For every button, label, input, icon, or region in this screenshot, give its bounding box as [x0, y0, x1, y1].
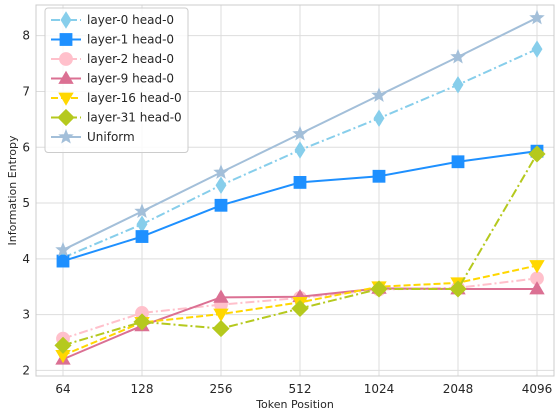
legend-marker: [58, 70, 74, 84]
data-point: [450, 48, 466, 64]
x-axis-label: Token Position: [255, 398, 334, 411]
y-tick-label: 4: [22, 252, 30, 266]
y-tick-label: 3: [22, 308, 30, 322]
legend-label: layer-31 head-0: [87, 111, 182, 125]
legend: layer-0 head-0 layer-1 head-0 layer-2 head…: [44, 7, 189, 153]
legend-label: Uniform: [87, 130, 135, 144]
legend-marker: [57, 108, 75, 127]
legend-item: layer-1 head-0: [51, 33, 174, 47]
data-point: [213, 289, 229, 303]
data-point: [214, 198, 228, 212]
y-axis-ticks: 2 3 4 5 6 7 8: [22, 29, 30, 378]
x-tick-label: 512: [289, 382, 312, 396]
data-point: [531, 40, 543, 58]
legend-item: layer-9 head-0: [51, 70, 174, 86]
legend-item: layer-16 head-0: [51, 91, 182, 106]
data-point: [135, 230, 149, 243]
data-point: [370, 280, 388, 298]
data-point: [449, 280, 467, 298]
data-point: [529, 9, 545, 25]
data-point: [213, 308, 229, 322]
x-axis-ticks: 64 128 256 512 1024 2048 4096: [55, 382, 552, 396]
data-point: [215, 176, 227, 194]
y-tick-label: 8: [22, 29, 30, 43]
data-point: [136, 215, 148, 234]
data-point: [292, 125, 308, 141]
data-point: [371, 87, 387, 102]
x-tick-label: 128: [131, 382, 154, 396]
legend-marker: [58, 92, 74, 106]
data-point: [56, 254, 70, 268]
series-layer-31-head-0: [54, 145, 546, 354]
x-tick-label: 2048: [443, 382, 474, 396]
data-point: [372, 169, 386, 183]
legend-label: layer-0 head-0: [87, 13, 174, 27]
legend-item: layer-0 head-0: [51, 11, 174, 29]
data-point: [133, 313, 151, 331]
legend-marker: [58, 128, 74, 144]
data-point: [452, 76, 464, 94]
y-tick-label: 7: [22, 84, 30, 98]
x-tick-label: 4096: [522, 382, 553, 396]
data-point: [529, 260, 545, 274]
y-tick-label: 5: [22, 196, 30, 210]
legend-label: layer-2 head-0: [87, 52, 174, 66]
data-point: [134, 203, 150, 218]
data-point: [529, 281, 545, 295]
y-tick-label: 6: [22, 140, 30, 154]
legend-marker: [59, 52, 73, 66]
legend-item: layer-2 head-0: [51, 52, 174, 66]
data-point: [451, 155, 465, 169]
series-Uniform: [55, 9, 545, 257]
x-tick-label: 1024: [364, 382, 395, 396]
legend-label: layer-9 head-0: [87, 72, 174, 86]
legend-item: Uniform: [51, 128, 135, 144]
data-point: [528, 145, 546, 163]
series-layer-1-head-0: [56, 144, 544, 268]
data-point: [213, 164, 229, 179]
data-point: [373, 109, 385, 128]
x-tick-label: 64: [55, 382, 70, 396]
legend-label: layer-16 head-0: [87, 91, 182, 105]
series-layer: [54, 9, 546, 365]
data-point: [291, 299, 309, 318]
legend-box: [44, 7, 189, 153]
y-axis-label: Information Entropy: [6, 135, 19, 245]
legend-marker: [60, 11, 72, 29]
data-point: [294, 141, 306, 159]
legend-item: layer-31 head-0: [51, 108, 182, 127]
data-point: [293, 176, 307, 189]
plot-frame: [35, 4, 555, 377]
legend-label: layer-1 head-0: [87, 33, 174, 47]
data-point: [212, 320, 230, 338]
data-point: [54, 336, 72, 354]
data-point: [55, 241, 71, 257]
legend-marker: [59, 33, 73, 46]
y-tick-label: 2: [22, 363, 30, 377]
x-tick-label: 256: [210, 382, 233, 396]
